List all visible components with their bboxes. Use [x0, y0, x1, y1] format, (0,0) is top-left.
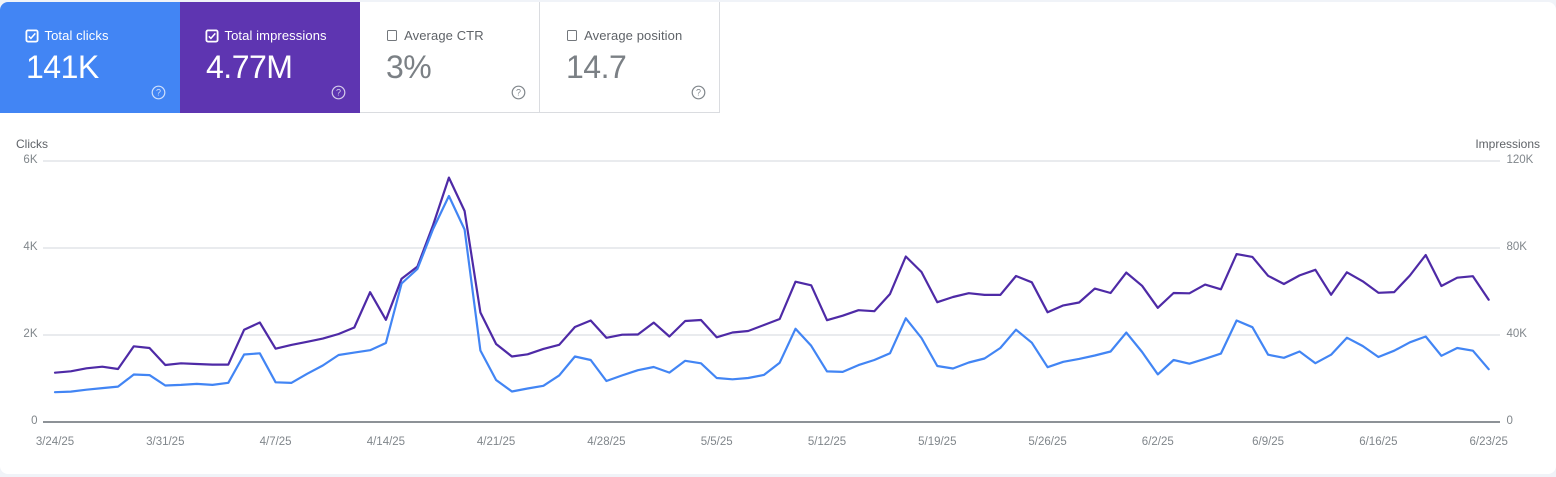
- svg-text:?: ?: [696, 88, 701, 98]
- svg-text:?: ?: [336, 88, 341, 98]
- svg-text:?: ?: [156, 88, 161, 98]
- svg-text:?: ?: [516, 88, 521, 98]
